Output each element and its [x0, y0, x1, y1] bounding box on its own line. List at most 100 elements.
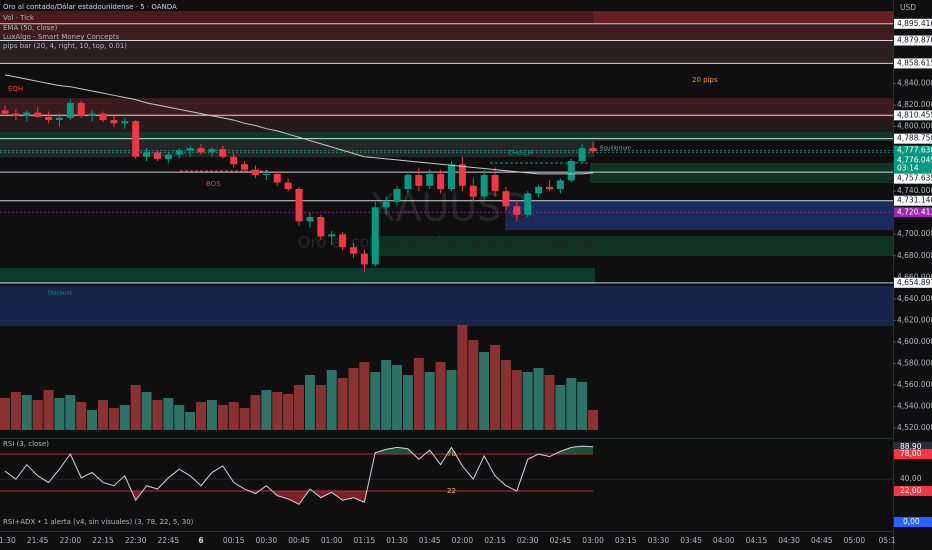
adx-badge-label: 0,00 [903, 517, 920, 526]
volume-bar [0, 398, 10, 430]
candle-body [426, 173, 434, 186]
volume-bar [490, 345, 501, 430]
y-tick-label: 4,680.000 [897, 251, 932, 260]
zone [590, 163, 893, 183]
x-tick-label: 04:15 [746, 536, 768, 545]
price-badge-label: 4,731.140 [897, 196, 932, 205]
rsi-tick-label: 78,00 [900, 449, 922, 458]
volume-bar [21, 395, 32, 430]
candle-body [589, 148, 597, 152]
x-tick-label: 22:00 [60, 536, 82, 545]
y-tick-label: 4,620.000 [897, 315, 932, 324]
candle-body [45, 116, 53, 121]
symbol-title: Oro al contado/Dólar estadounidense · 5 … [3, 3, 177, 11]
y-tick-label: 4,540.000 [897, 402, 932, 411]
volume-bar [588, 410, 599, 430]
price-badge-label: 4,879.870 [897, 36, 932, 45]
candle-body [273, 173, 281, 183]
x-tick-label: 00:45 [288, 536, 310, 545]
candle-body [546, 186, 553, 190]
volume-bar [359, 362, 370, 430]
rsi-tick-label: 22,00 [900, 486, 922, 495]
x-tick-label: 04:45 [811, 536, 833, 545]
candle-body [186, 148, 194, 151]
volume-bar [337, 378, 348, 430]
candle-body [306, 217, 314, 222]
price-badge [894, 133, 932, 144]
x-tick-label: 02:30 [517, 536, 539, 545]
volume-bar [163, 398, 174, 430]
zone [0, 41, 893, 63]
y-tick-label: 4,520.000 [897, 423, 932, 432]
price-badge [894, 277, 932, 288]
volume-bar [32, 400, 43, 430]
price-badge [894, 145, 932, 156]
x-tick-label: 01:45 [419, 536, 441, 545]
candle-body [1, 110, 9, 114]
rsi-oversold-fill [131, 491, 367, 505]
volume-bar [577, 382, 588, 430]
price-badge [894, 18, 932, 29]
volume-bar [555, 385, 566, 430]
volume-bar [370, 372, 381, 430]
candle-body [382, 201, 390, 208]
candle-body [415, 175, 423, 186]
volume-bar [294, 385, 305, 430]
volume-bar [402, 375, 413, 430]
candle-body [513, 206, 521, 215]
zone [0, 286, 893, 326]
volume-bar [315, 385, 326, 430]
volume-bar [141, 392, 152, 430]
x-tick-label: 00:30 [256, 536, 278, 545]
volume-bar [304, 375, 315, 430]
x-tick-label: 01:30 [386, 536, 408, 545]
zone [0, 141, 595, 157]
x-tick-label: 21:30 [0, 536, 16, 545]
volume-bar [544, 375, 555, 430]
y-tick-label: 4,840.000 [897, 78, 932, 87]
volume-bar [457, 325, 468, 430]
rsi-overbought-fill [374, 446, 594, 455]
zone [0, 98, 893, 117]
candle-body [458, 164, 466, 186]
candle-body [317, 217, 325, 237]
candle-body [262, 173, 270, 176]
x-tick-label: 04:30 [778, 536, 800, 545]
volume-bar [130, 385, 141, 430]
volume-bar [87, 410, 98, 430]
countdown: 03:14 [897, 164, 919, 173]
candle-body [349, 247, 357, 254]
y-tick-label: 4,800.000 [897, 122, 932, 131]
candle-body [55, 117, 63, 121]
candle-body [469, 185, 477, 197]
candle-body [208, 149, 216, 153]
candle-body [556, 180, 564, 190]
rsi-badge [894, 486, 932, 497]
x-tick-label: 02:45 [550, 536, 572, 545]
x-tick-label: 05:1 [879, 536, 896, 545]
y-tick-label: 4,660.000 [897, 272, 932, 281]
x-tick-label: 21:45 [27, 536, 49, 545]
annotation: EQH [8, 85, 23, 93]
rsi-badge [894, 441, 932, 452]
adx-title: RSI+ADX • 1 alerta (v4, sin visuales) (3… [3, 518, 194, 526]
candle-body [241, 164, 249, 170]
candle-body [371, 207, 379, 265]
volume-bar [511, 370, 522, 430]
volume-bar [108, 408, 119, 430]
price-badge [894, 35, 932, 46]
zone [0, 117, 893, 132]
candle-body [99, 113, 107, 121]
price-badge [894, 195, 932, 206]
x-tick-label: 01:15 [354, 536, 376, 545]
indicator-label: Vol · Tick [3, 14, 35, 22]
annotation: Equilibrium [600, 146, 631, 152]
volume-bar [435, 362, 446, 430]
rsi-badge [894, 449, 932, 460]
volume-bar [479, 352, 490, 430]
volume-bar [119, 405, 130, 430]
volume-bar [196, 402, 207, 430]
zone [370, 236, 893, 256]
price-badge-label: 4,777.630 [897, 146, 932, 155]
x-tick-label: 03:00 [582, 536, 604, 545]
